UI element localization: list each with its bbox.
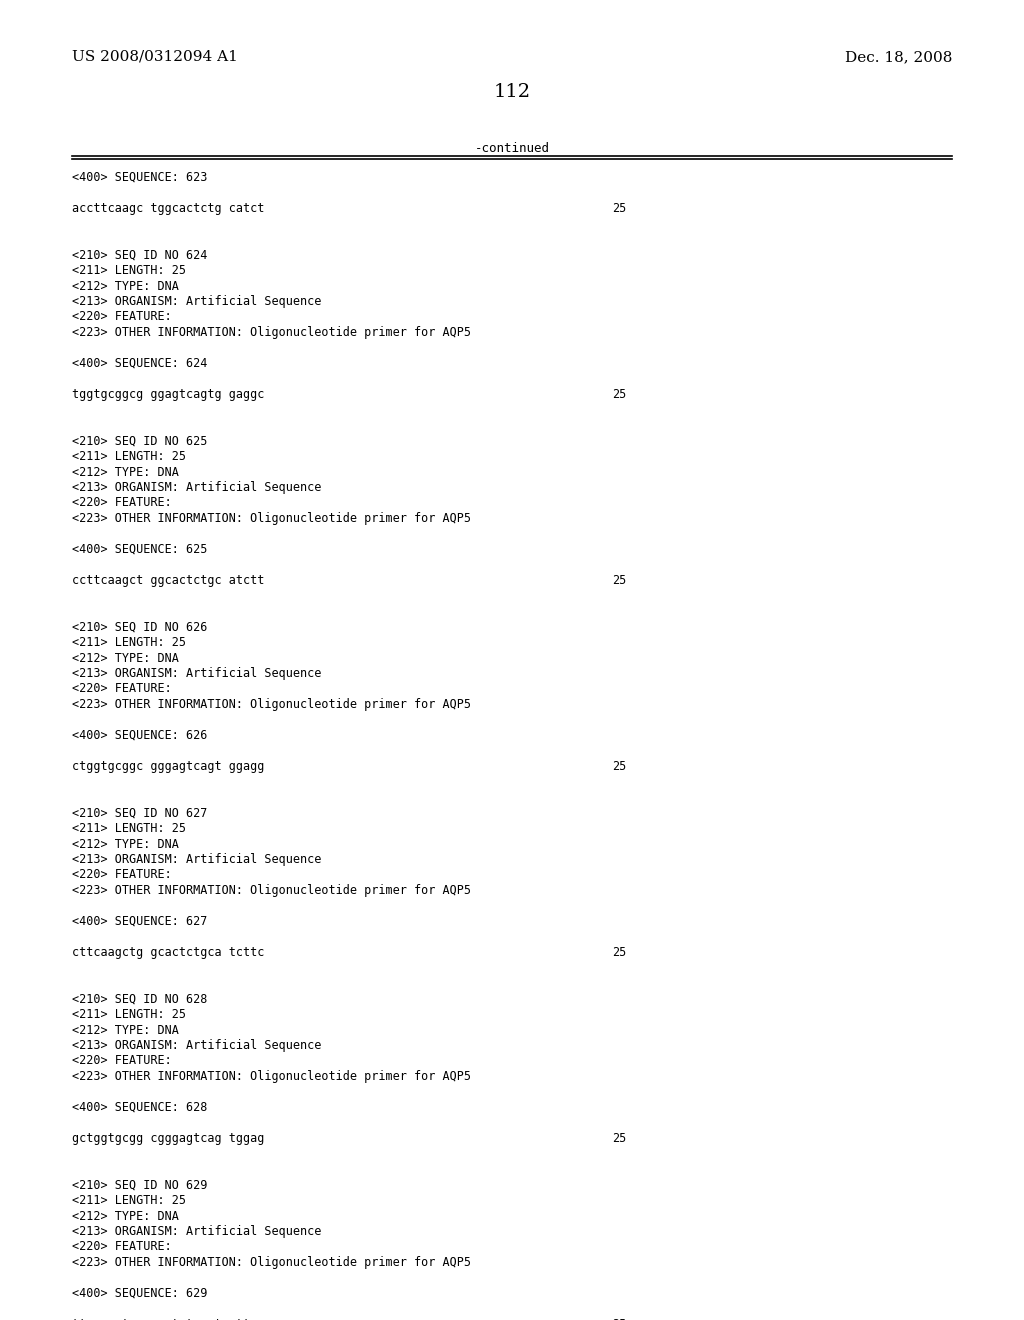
Text: <223> OTHER INFORMATION: Oligonucleotide primer for AQP5: <223> OTHER INFORMATION: Oligonucleotide… xyxy=(72,1257,471,1269)
Text: US 2008/0312094 A1: US 2008/0312094 A1 xyxy=(72,50,238,63)
Text: <211> LENGTH: 25: <211> LENGTH: 25 xyxy=(72,1008,186,1020)
Text: <211> LENGTH: 25: <211> LENGTH: 25 xyxy=(72,636,186,649)
Text: <211> LENGTH: 25: <211> LENGTH: 25 xyxy=(72,450,186,463)
Text: <223> OTHER INFORMATION: Oligonucleotide primer for AQP5: <223> OTHER INFORMATION: Oligonucleotide… xyxy=(72,698,471,711)
Text: 25: 25 xyxy=(612,946,627,960)
Text: <213> ORGANISM: Artificial Sequence: <213> ORGANISM: Artificial Sequence xyxy=(72,294,322,308)
Text: 25: 25 xyxy=(612,574,627,587)
Text: <220> FEATURE:: <220> FEATURE: xyxy=(72,496,172,510)
Text: <210> SEQ ID NO 625: <210> SEQ ID NO 625 xyxy=(72,434,208,447)
Text: <212> TYPE: DNA: <212> TYPE: DNA xyxy=(72,1209,179,1222)
Text: ttcaagctgg cactctgcat cttcg: ttcaagctgg cactctgcat cttcg xyxy=(72,1317,264,1320)
Text: 25: 25 xyxy=(612,1133,627,1144)
Text: cttcaagctg gcactctgca tcttc: cttcaagctg gcactctgca tcttc xyxy=(72,946,264,960)
Text: Dec. 18, 2008: Dec. 18, 2008 xyxy=(845,50,952,63)
Text: <220> FEATURE:: <220> FEATURE: xyxy=(72,869,172,882)
Text: <213> ORGANISM: Artificial Sequence: <213> ORGANISM: Artificial Sequence xyxy=(72,1225,322,1238)
Text: 25: 25 xyxy=(612,1317,627,1320)
Text: <223> OTHER INFORMATION: Oligonucleotide primer for AQP5: <223> OTHER INFORMATION: Oligonucleotide… xyxy=(72,512,471,525)
Text: <220> FEATURE:: <220> FEATURE: xyxy=(72,682,172,696)
Text: <213> ORGANISM: Artificial Sequence: <213> ORGANISM: Artificial Sequence xyxy=(72,667,322,680)
Text: <213> ORGANISM: Artificial Sequence: <213> ORGANISM: Artificial Sequence xyxy=(72,853,322,866)
Text: accttcaagc tggcactctg catct: accttcaagc tggcactctg catct xyxy=(72,202,264,215)
Text: <400> SEQUENCE: 627: <400> SEQUENCE: 627 xyxy=(72,915,208,928)
Text: <400> SEQUENCE: 625: <400> SEQUENCE: 625 xyxy=(72,543,208,556)
Text: <210> SEQ ID NO 627: <210> SEQ ID NO 627 xyxy=(72,807,208,820)
Text: <212> TYPE: DNA: <212> TYPE: DNA xyxy=(72,1023,179,1036)
Text: gctggtgcgg cgggagtcag tggag: gctggtgcgg cgggagtcag tggag xyxy=(72,1133,264,1144)
Text: tggtgcggcg ggagtcagtg gaggc: tggtgcggcg ggagtcagtg gaggc xyxy=(72,388,264,401)
Text: <213> ORGANISM: Artificial Sequence: <213> ORGANISM: Artificial Sequence xyxy=(72,1039,322,1052)
Text: <400> SEQUENCE: 628: <400> SEQUENCE: 628 xyxy=(72,1101,208,1114)
Text: <223> OTHER INFORMATION: Oligonucleotide primer for AQP5: <223> OTHER INFORMATION: Oligonucleotide… xyxy=(72,1071,471,1082)
Text: ccttcaagct ggcactctgc atctt: ccttcaagct ggcactctgc atctt xyxy=(72,574,264,587)
Text: <220> FEATURE:: <220> FEATURE: xyxy=(72,310,172,323)
Text: ctggtgcggc gggagtcagt ggagg: ctggtgcggc gggagtcagt ggagg xyxy=(72,760,264,774)
Text: 25: 25 xyxy=(612,760,627,774)
Text: <212> TYPE: DNA: <212> TYPE: DNA xyxy=(72,652,179,664)
Text: <400> SEQUENCE: 626: <400> SEQUENCE: 626 xyxy=(72,729,208,742)
Text: <220> FEATURE:: <220> FEATURE: xyxy=(72,1055,172,1068)
Text: <223> OTHER INFORMATION: Oligonucleotide primer for AQP5: <223> OTHER INFORMATION: Oligonucleotide… xyxy=(72,884,471,898)
Text: -continued: -continued xyxy=(474,143,550,154)
Text: <210> SEQ ID NO 628: <210> SEQ ID NO 628 xyxy=(72,993,208,1006)
Text: <400> SEQUENCE: 623: <400> SEQUENCE: 623 xyxy=(72,172,208,183)
Text: <210> SEQ ID NO 624: <210> SEQ ID NO 624 xyxy=(72,248,208,261)
Text: <210> SEQ ID NO 629: <210> SEQ ID NO 629 xyxy=(72,1179,208,1192)
Text: <212> TYPE: DNA: <212> TYPE: DNA xyxy=(72,837,179,850)
Text: 25: 25 xyxy=(612,388,627,401)
Text: 112: 112 xyxy=(494,83,530,102)
Text: <212> TYPE: DNA: <212> TYPE: DNA xyxy=(72,466,179,479)
Text: 25: 25 xyxy=(612,202,627,215)
Text: <211> LENGTH: 25: <211> LENGTH: 25 xyxy=(72,822,186,836)
Text: <210> SEQ ID NO 626: <210> SEQ ID NO 626 xyxy=(72,620,208,634)
Text: <223> OTHER INFORMATION: Oligonucleotide primer for AQP5: <223> OTHER INFORMATION: Oligonucleotide… xyxy=(72,326,471,339)
Text: <220> FEATURE:: <220> FEATURE: xyxy=(72,1241,172,1254)
Text: <400> SEQUENCE: 624: <400> SEQUENCE: 624 xyxy=(72,356,208,370)
Text: <212> TYPE: DNA: <212> TYPE: DNA xyxy=(72,280,179,293)
Text: <211> LENGTH: 25: <211> LENGTH: 25 xyxy=(72,1195,186,1206)
Text: <211> LENGTH: 25: <211> LENGTH: 25 xyxy=(72,264,186,277)
Text: <213> ORGANISM: Artificial Sequence: <213> ORGANISM: Artificial Sequence xyxy=(72,480,322,494)
Text: <400> SEQUENCE: 629: <400> SEQUENCE: 629 xyxy=(72,1287,208,1300)
